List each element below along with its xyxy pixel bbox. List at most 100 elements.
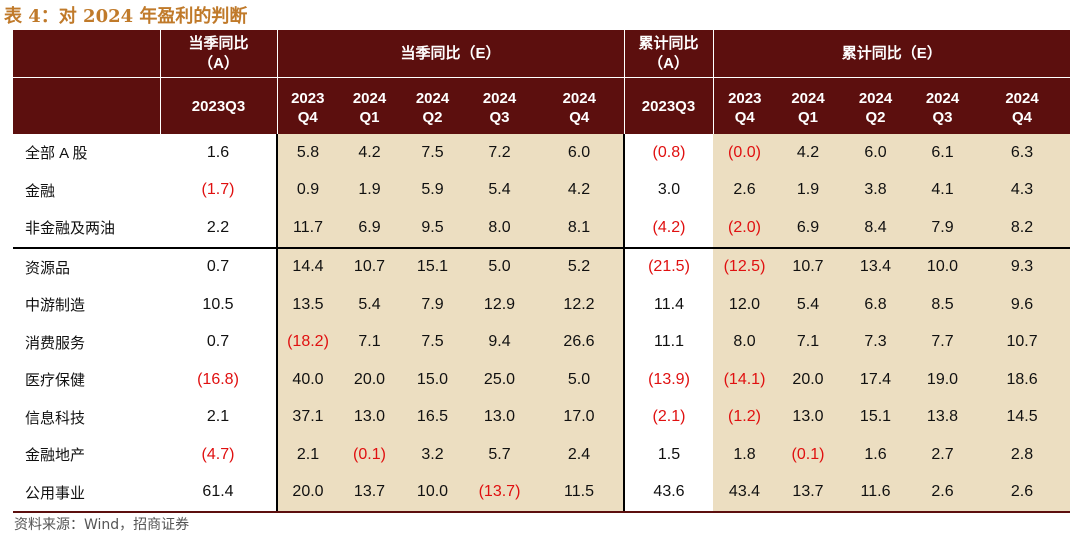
data-cell: 10.0 [401, 473, 464, 513]
header-period: 2023Q3 [623, 77, 713, 134]
data-cell: (16.8) [197, 370, 239, 388]
data-cell: 5.8 [276, 134, 338, 172]
header-period: 2024 [535, 77, 624, 109]
data-cell: 15.1 [840, 398, 911, 436]
header-row-groups: 当季同比 （A） 当季同比（E） 累计同比 （A） 累计同比（E） [13, 30, 1071, 78]
data-cell: 8.1 [535, 209, 624, 249]
data-cell: 5.9 [401, 171, 464, 209]
data-cell: 6.9 [338, 209, 401, 249]
table-row: 公用事业 61.4 20.0 13.7 10.0 (13.7) 11.5 43.6 43.4 13… [13, 473, 1071, 513]
header-quarter: Q4 [974, 109, 1071, 134]
data-cell: 20.0 [338, 361, 401, 399]
header-quarter: Q4 [276, 109, 338, 134]
row-label: 中游制造 [25, 297, 86, 315]
row-label: 消费服务 [25, 334, 86, 352]
header-period: 2024 [974, 77, 1071, 109]
data-cell: 13.0 [776, 398, 840, 436]
data-cell: 13.7 [338, 473, 401, 513]
data-cell: (0.1) [776, 436, 840, 474]
header-period: 2024 [464, 77, 535, 109]
header-quarter: Q1 [776, 109, 840, 134]
data-cell: 7.9 [911, 209, 974, 249]
table-body: 全部 A 股 1.6 5.8 4.2 7.5 7.2 6.0 (0.8) (0.0) 4.2 6.0… [13, 134, 1071, 513]
source-note: 资料来源：Wind，招商证券 [14, 517, 190, 533]
row-label: 公用事业 [13, 473, 160, 513]
data-cell: 6.0 [535, 134, 624, 172]
data-cell: 12.2 [535, 286, 624, 324]
data-cell: 7.1 [776, 323, 840, 361]
data-cell: 43.4 [713, 473, 776, 513]
data-cell: 7.1 [338, 323, 401, 361]
data-cell: (0.1) [338, 436, 401, 474]
data-cell: 9.4 [464, 323, 535, 361]
header-period: 2024 [911, 77, 974, 109]
data-cell: 12.0 [713, 286, 776, 324]
row-label: 金融 [25, 182, 56, 200]
table-row: 资源品 0.7 14.4 10.7 15.1 5.0 5.2 (21.5) (12.5) 10.7… [13, 247, 1071, 286]
data-cell: 7.3 [840, 323, 911, 361]
data-cell: 1.6 [840, 436, 911, 474]
data-cell: (0.8) [623, 134, 713, 172]
data-cell: 26.6 [535, 323, 624, 361]
data-cell: 1.9 [338, 171, 401, 209]
data-cell: 3.8 [840, 171, 911, 209]
data-cell: 15.1 [401, 247, 464, 286]
data-cell: 10.7 [776, 247, 840, 286]
data-cell: 13.0 [464, 398, 535, 436]
row-label: 资源品 [25, 259, 71, 277]
header-period: 2024 [338, 77, 401, 109]
data-cell: 11.5 [535, 473, 624, 513]
data-cell: 0.9 [276, 171, 338, 209]
header-period: 2023 [276, 77, 338, 109]
header-quarter: Q4 [535, 109, 624, 134]
header-corner [13, 77, 160, 134]
data-cell: 8.5 [911, 286, 974, 324]
table-row: 消费服务 0.7 (18.2) 7.1 7.5 9.4 26.6 11.1 8.0 7.1 7.3 7… [13, 323, 1071, 361]
data-cell: (12.5) [713, 247, 776, 286]
data-cell: 61.4 [160, 473, 277, 513]
header-period: 2023Q3 [159, 77, 277, 134]
data-cell: (1.7) [201, 181, 235, 199]
data-cell: 7.5 [401, 134, 464, 172]
data-cell: (2.1) [623, 398, 713, 436]
data-cell: 37.1 [276, 398, 338, 436]
data-cell: 8.0 [713, 323, 776, 361]
data-cell: 13.0 [338, 398, 401, 436]
data-cell: 5.4 [338, 286, 401, 324]
header-group-label: 当季同比（E） [276, 30, 624, 78]
data-cell: 2.6 [713, 171, 776, 209]
header-quarter: Q2 [840, 109, 911, 134]
data-cell: 4.2 [535, 171, 624, 209]
data-cell: 2.4 [535, 436, 624, 474]
data-cell: 1.9 [776, 171, 840, 209]
data-cell: 9.5 [401, 209, 464, 249]
data-cell: 43.6 [623, 473, 713, 513]
header-quarter: Q3 [464, 109, 535, 134]
data-cell: 12.9 [464, 286, 535, 324]
table-row: 非金融及两油 2.2 11.7 6.9 9.5 8.0 8.1 (4.2) (2.0) 6.9 8.… [13, 209, 1071, 249]
data-cell: 13.4 [840, 247, 911, 286]
data-cell: 9.6 [974, 286, 1071, 324]
data-cell: 6.3 [974, 134, 1071, 172]
data-cell: 5.4 [776, 286, 840, 324]
data-cell: 11.1 [623, 323, 713, 361]
data-cell: 4.3 [974, 171, 1071, 209]
table-row: 金融地产 (4.7) 2.1 (0.1) 3.2 5.7 2.4 1.5 1.8 (0.1) 1.6… [13, 436, 1071, 474]
data-cell: 8.4 [840, 209, 911, 249]
table-row: 全部 A 股 1.6 5.8 4.2 7.5 7.2 6.0 (0.8) (0.0) 4.2 6.0… [13, 134, 1071, 172]
header-group-label: 当季同比 （A） [159, 30, 277, 78]
data-cell: 5.4 [464, 171, 535, 209]
header-quarter: Q3 [911, 109, 974, 134]
data-cell: (13.7) [464, 473, 535, 513]
data-cell: 40.0 [276, 361, 338, 399]
data-cell: 4.1 [911, 171, 974, 209]
earnings-table: 当季同比 （A） 当季同比（E） 累计同比 （A） 累计同比（E） 2023Q3… [13, 30, 1071, 513]
data-cell: 8.2 [974, 209, 1071, 249]
data-cell: 7.9 [401, 286, 464, 324]
data-cell: (13.9) [623, 361, 713, 399]
data-cell: (18.2) [276, 323, 338, 361]
data-cell: 1.5 [623, 436, 713, 474]
data-cell: 14.5 [974, 398, 1071, 436]
data-cell: 6.0 [840, 134, 911, 172]
data-cell: (21.5) [623, 247, 713, 286]
